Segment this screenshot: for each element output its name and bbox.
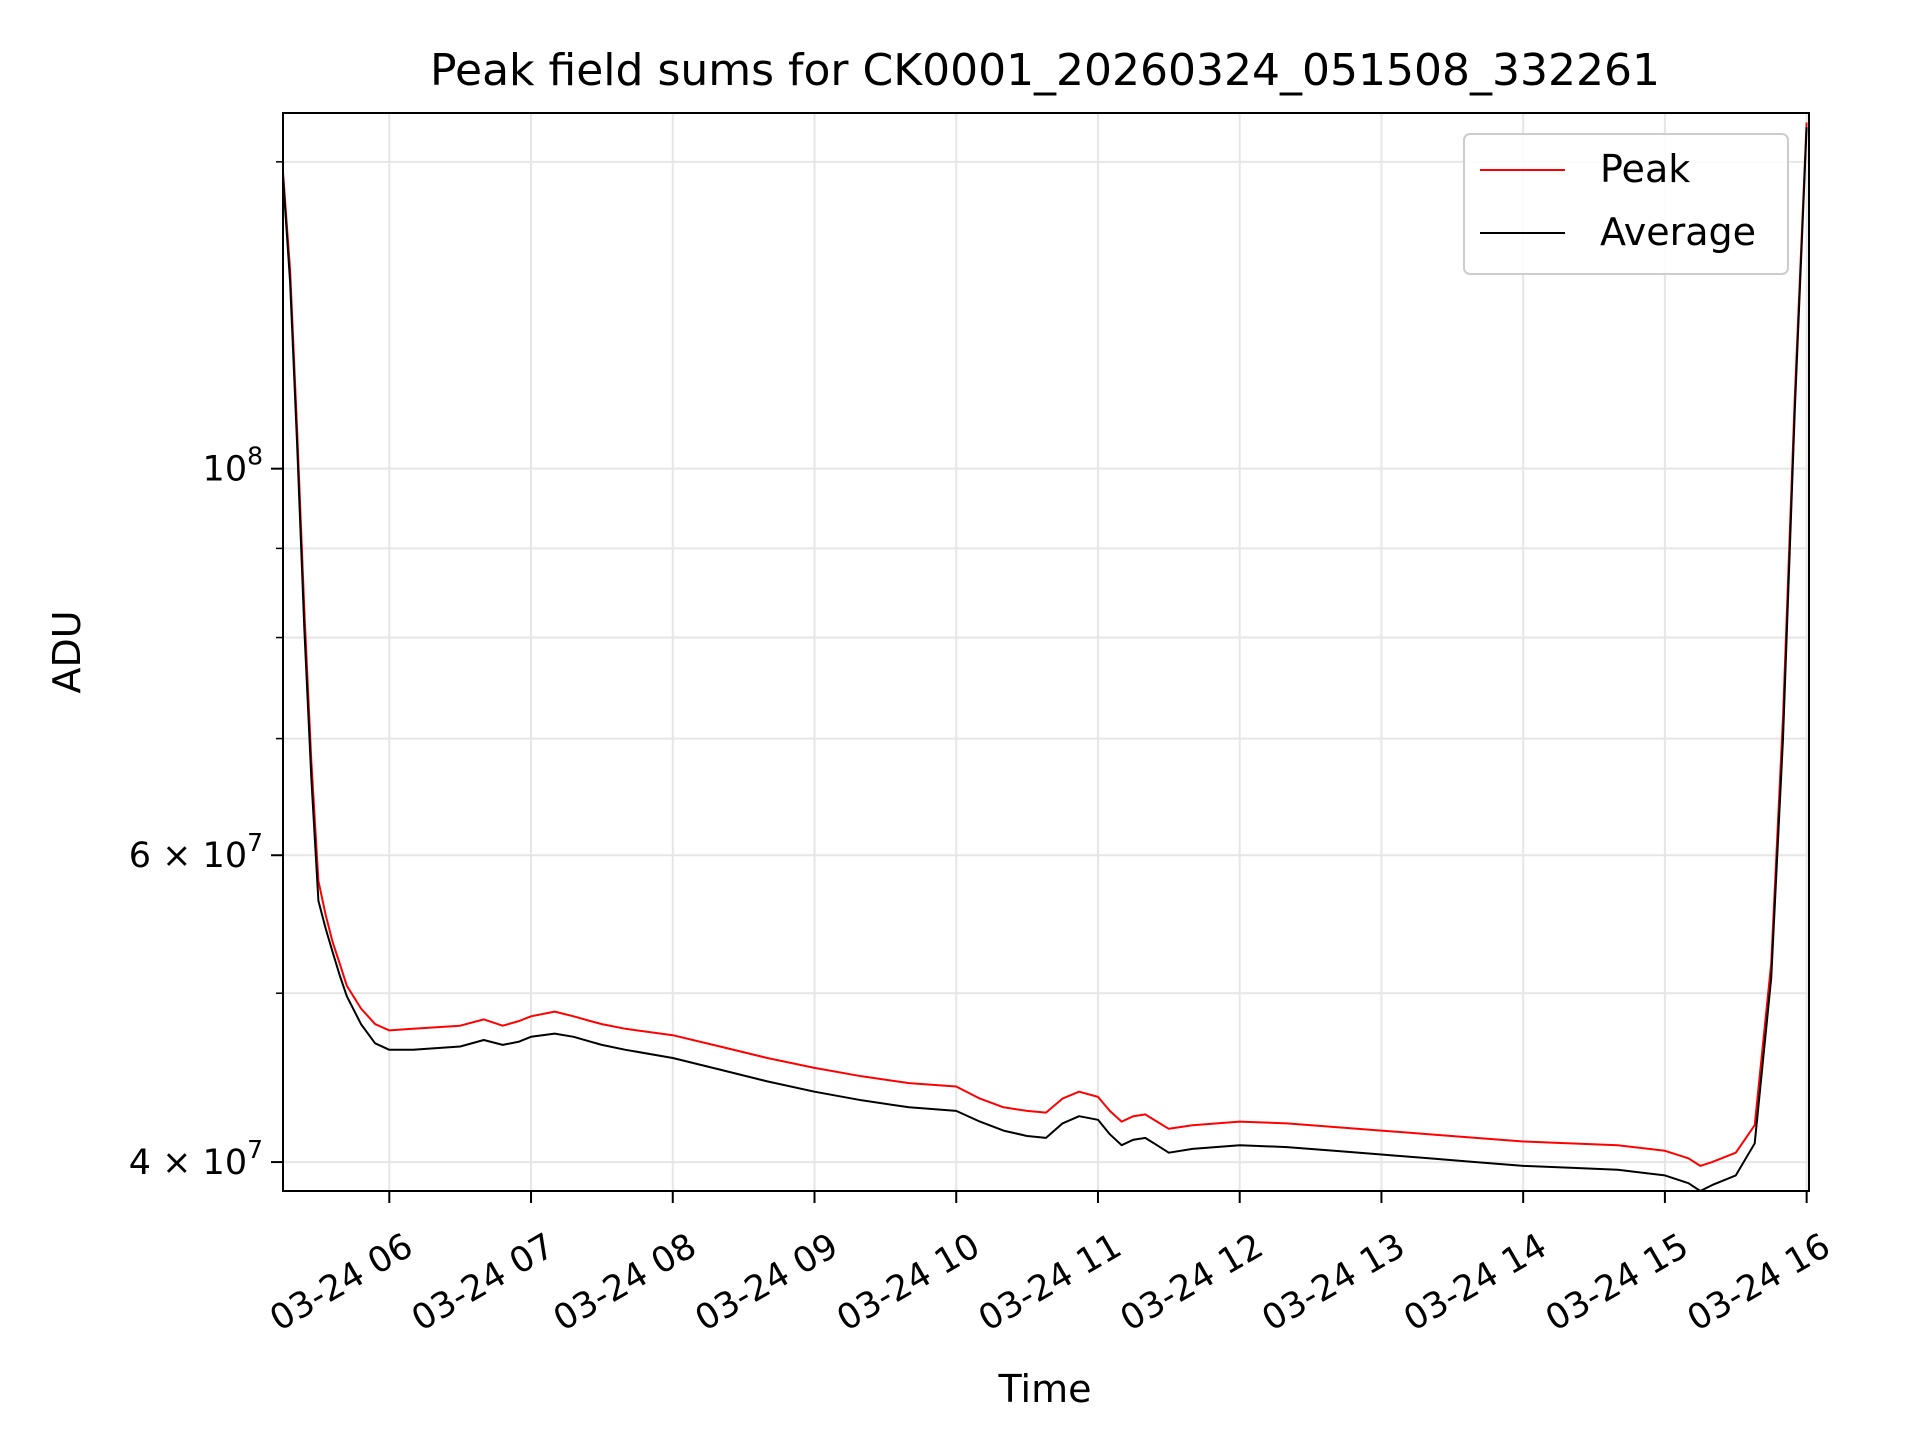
series-line-peak	[282, 122, 1808, 1167]
y-tick-label: 6 × 107	[129, 828, 263, 876]
legend-average-label: Average	[1600, 210, 1756, 254]
y-tick-label: 108	[203, 442, 263, 490]
legend-peak-label: Peak	[1600, 147, 1690, 191]
y-tick-label: 4 × 107	[129, 1135, 263, 1183]
plot-frame	[282, 112, 1810, 1192]
series-line-average	[282, 127, 1808, 1192]
x-axis-label: Time	[998, 1367, 1092, 1411]
series-layer	[282, 122, 1808, 1192]
legend[interactable]: Peak Average	[1463, 133, 1789, 275]
chart-title: Peak field sums for CK0001_20260324_0515…	[430, 45, 1660, 96]
y-axis-label: ADU	[45, 610, 89, 693]
